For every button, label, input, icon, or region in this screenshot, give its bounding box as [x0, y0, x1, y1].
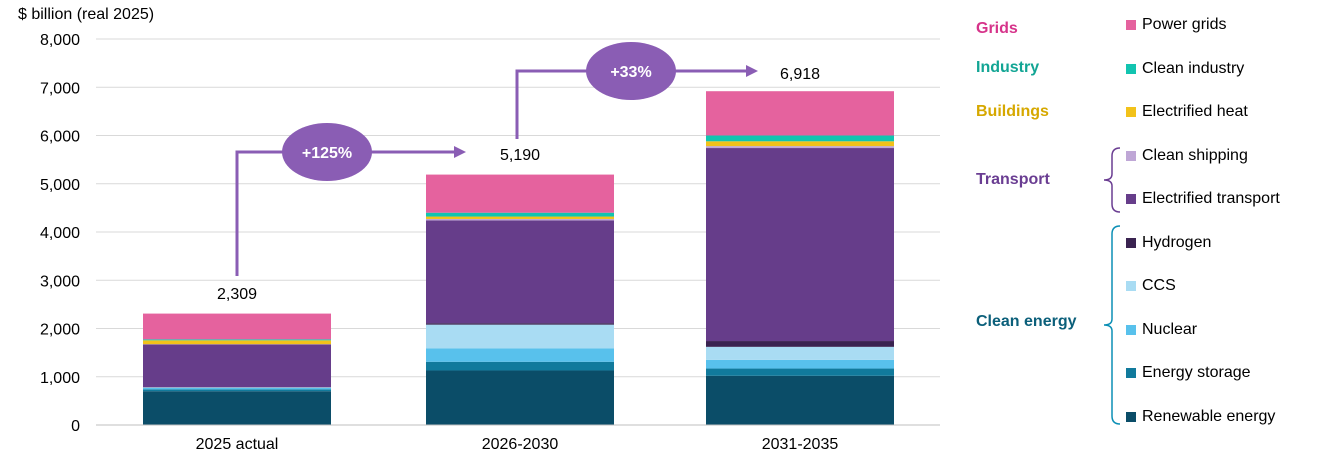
y-tick-label: 6,000 — [40, 129, 80, 146]
legend-item-label: Energy storage — [1142, 364, 1251, 381]
x-tick-label: 2025 actual — [196, 436, 279, 453]
bar-segment — [143, 344, 331, 388]
x-tick-label: 2031-2035 — [762, 436, 839, 453]
bar-segment — [426, 324, 614, 349]
y-tick-label: 8,000 — [40, 32, 80, 49]
legend-item-label: Clean industry — [1142, 60, 1245, 77]
legend-item-label: Nuclear — [1142, 321, 1198, 338]
legend-swatch — [1126, 20, 1136, 30]
legend-group-transport: Transport — [976, 171, 1050, 188]
legend: Grids Power grids Industry Clean industry Bu… — [960, 0, 1321, 457]
growth-arrow-line — [235, 150, 456, 276]
bar-total-label: 6,918 — [780, 66, 820, 83]
legend-swatch — [1126, 107, 1136, 117]
y-tick-label: 0 — [71, 418, 80, 435]
bar-segment — [706, 146, 894, 149]
bar-segment — [426, 370, 614, 425]
bar-segment — [706, 341, 894, 347]
y-tick-label: 7,000 — [40, 80, 80, 97]
legend-item-power-grids: Power grids — [1126, 15, 1226, 35]
bar-segment — [706, 135, 894, 142]
y-tick-label: 1,000 — [40, 370, 80, 387]
bar-segment — [426, 174, 614, 213]
legend-item-label: Hydrogen — [1142, 234, 1212, 251]
x-tick-label: 2026-2030 — [482, 436, 559, 453]
legend-item-hydrogen: Hydrogen — [1126, 233, 1211, 253]
growth-badge — [282, 123, 372, 181]
legend-swatch — [1126, 64, 1136, 74]
legend-swatch — [1126, 194, 1136, 204]
legend-item-label: Clean shipping — [1142, 147, 1248, 164]
legend-swatch — [1126, 238, 1136, 248]
legend-item-label: Electrified heat — [1142, 103, 1248, 120]
bar-totals: 2,309 5,190 6,918 — [217, 66, 820, 303]
bar-total-label: 5,190 — [500, 147, 540, 164]
bar-segment — [706, 148, 894, 342]
growth-label: +125% — [302, 145, 352, 162]
legend-swatch — [1126, 151, 1136, 161]
bar-segment — [426, 220, 614, 324]
bar-segment — [143, 339, 331, 341]
bar-segment — [143, 340, 331, 345]
bar-segment — [426, 323, 614, 325]
legend-item-clean-shipping: Clean shipping — [1126, 146, 1248, 166]
legend-item-label: Renewable energy — [1142, 408, 1276, 425]
legend-group-buildings: Buildings — [976, 103, 1049, 120]
y-tick-label: 2,000 — [40, 322, 80, 339]
growth-arrow-head — [746, 65, 758, 77]
legend-item-renewable-energy: Renewable energy — [1126, 407, 1275, 427]
bar-segment — [143, 313, 331, 340]
bar-segment — [426, 361, 614, 371]
legend-item-clean-industry: Clean industry — [1126, 59, 1244, 79]
growth-arrows: +125% +33% — [235, 42, 758, 276]
legend-item-electrified-transport: Electrified transport — [1126, 189, 1280, 209]
bar-segment — [426, 216, 614, 219]
bar-segment — [426, 218, 614, 221]
legend-item-energy-storage: Energy storage — [1126, 363, 1251, 383]
y-axis: 0 1,000 2,000 3,000 4,000 5,000 6,000 7,000 8,00… — [40, 32, 80, 435]
legend-item-label: CCS — [1142, 277, 1176, 294]
legend-swatch — [1126, 281, 1136, 291]
legend-group-grids: Grids — [976, 20, 1018, 37]
bar-segment — [706, 375, 894, 425]
legend-item-nuclear: Nuclear — [1126, 320, 1197, 340]
bar-segment — [143, 389, 331, 392]
bar-segment — [706, 141, 894, 147]
legend-item-ccs: CCS — [1126, 276, 1176, 296]
bar-total-label: 2,309 — [217, 286, 257, 303]
bar-segment — [143, 387, 331, 390]
growth-label: +33% — [610, 64, 651, 81]
clean-energy-brace — [1103, 225, 1121, 425]
bar-segment — [706, 91, 894, 136]
y-tick-label: 5,000 — [40, 177, 80, 194]
legend-swatch — [1126, 412, 1136, 422]
legend-swatch — [1126, 368, 1136, 378]
legend-group-clean-energy: Clean energy — [976, 313, 1077, 330]
y-axis-unit-label: $ billion (real 2025) — [18, 6, 155, 23]
legend-braces — [1103, 147, 1121, 425]
bar-segment — [706, 359, 894, 369]
legend-swatch — [1126, 325, 1136, 335]
growth-arrow-head — [454, 146, 466, 158]
legend-group-industry: Industry — [976, 59, 1040, 76]
bar-segment — [426, 212, 614, 217]
growth-badge — [586, 42, 676, 100]
bar-segment — [706, 368, 894, 376]
bar-segment — [706, 346, 894, 360]
x-axis: 2025 actual 2026-2030 2031-2035 — [96, 424, 940, 453]
bar-segment — [143, 391, 331, 425]
bar-segment — [426, 348, 614, 362]
transport-brace — [1103, 147, 1121, 213]
y-tick-label: 4,000 — [40, 225, 80, 242]
legend-item-label: Electrified transport — [1142, 190, 1280, 207]
y-tick-label: 3,000 — [40, 273, 80, 290]
legend-item-label: Power grids — [1142, 16, 1227, 33]
stacked-bars — [143, 91, 894, 425]
legend-item-electrified-heat: Electrified heat — [1126, 102, 1248, 122]
